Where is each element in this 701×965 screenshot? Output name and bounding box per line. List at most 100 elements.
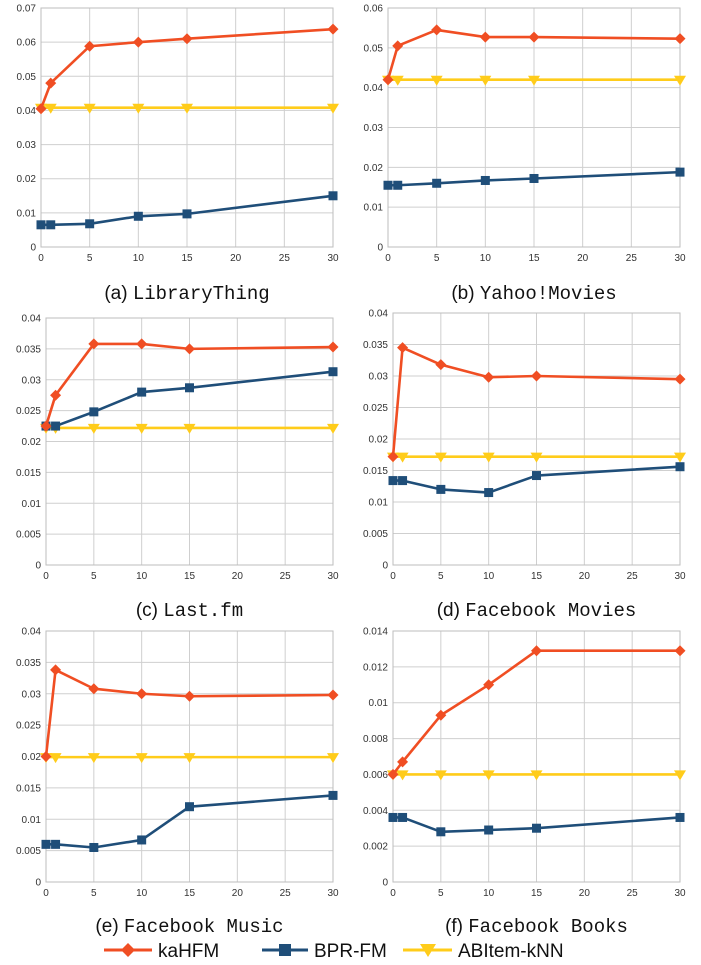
data-point-abitem-knn [87,423,100,434]
y-tick-label: 0.04 [22,314,42,325]
panel-caption-name: LibraryThing [133,283,270,305]
data-point-kahfm [483,371,495,383]
y-tick-label: 0.02 [364,163,384,174]
data-point-abitem-knn [327,423,339,434]
x-tick-label: 20 [232,888,244,899]
series-abitem-knn [35,103,339,114]
data-point-bpr-fm [480,175,490,185]
x-tick-label: 0 [43,571,49,582]
y-tick-label: 0 [35,878,41,889]
x-tick-label: 15 [531,571,543,582]
y-tick-label: 0.01 [369,698,389,709]
y-tick-label: 0 [377,243,383,254]
legend-item-kahfm: kaHFM [104,941,219,962]
data-point-kahfm [392,40,404,52]
data-point-kahfm [181,33,193,45]
data-point-abitem-knn [482,770,495,781]
series-abitem-knn [387,770,686,781]
data-point-bpr-fm [89,407,99,417]
data-point-bpr-fm [36,220,46,230]
data-point-kahfm [40,751,52,762]
data-point-bpr-fm [529,173,539,183]
data-point-abitem-knn [87,753,100,764]
plot-frame [45,317,334,566]
data-point-kahfm [382,74,394,86]
y-tick-label: 0.02 [17,174,37,185]
panel-caption-letter: (e) [95,916,124,937]
x-tick-label: 0 [390,571,396,582]
x-tick-label: 20 [232,571,244,582]
y-tick-label: 0.025 [16,721,41,732]
y-tick-label: 0.014 [363,627,388,638]
x-tick-label: 15 [184,571,196,582]
data-point-bpr-fm [393,180,403,190]
y-tick-label: 0.005 [363,529,388,540]
x-tick-label: 25 [279,253,291,264]
data-point-kahfm [88,338,100,350]
data-point-kahfm [327,689,339,701]
legend-item-abitem-knn: ABItem-kNN [403,941,564,962]
data-point-abitem-knn [391,75,404,86]
series-kahfm [35,23,339,115]
data-point-abitem-knn [530,770,543,781]
data-point-abitem-knn [482,452,495,463]
series-line-kahfm [39,27,334,110]
data-point-bpr-fm [133,211,143,221]
data-point-abitem-knn [396,770,409,781]
x-tick-label: 30 [674,571,686,582]
data-point-bpr-fm [89,842,99,852]
legend-marker-kahfm [121,943,135,957]
x-tick-label: 15 [184,888,196,899]
data-point-abitem-knn [327,103,339,114]
panel-caption: (d) Facebook Movies [437,600,637,622]
data-point-bpr-fm [484,488,494,498]
data-point-abitem-knn [135,753,148,764]
data-point-bpr-fm [436,827,446,837]
chart-panel-b: 0 0.01 0.02 0.03 0.04 0.05 0.06 0 5 10 15 20 25 30 (b)… [364,4,686,305]
y-tick-label: 0.05 [364,43,384,54]
y-tick-label: 0.03 [17,140,37,151]
data-point-bpr-fm [484,825,494,835]
data-point-kahfm [184,343,195,355]
x-tick-label: 10 [483,888,495,899]
data-point-bpr-fm [436,484,446,494]
x-tick-label: 20 [577,253,589,264]
data-point-bpr-fm [388,812,398,822]
chart-panel-a: 0 0.01 0.02 0.03 0.04 0.05 0.06 0.07 0 5 10 15 20 25 3… [17,4,339,305]
y-tick-label: 0.025 [363,403,388,414]
y-tick-label: 0.03 [22,375,42,386]
legend-marker-abitem-knn [420,944,436,957]
panel-caption-letter: (d) [437,600,466,621]
data-point-abitem-knn [434,770,447,781]
y-tick-label: 0.035 [16,658,41,669]
chart-panel-d: 0 0.005 0.01 0.015 0.02 0.025 0.03 0.035 0.04 0 5 1… [363,309,686,622]
data-point-abitem-knn [135,423,148,434]
data-point-bpr-fm [432,178,442,188]
data-point-kahfm [431,24,443,36]
series-kahfm [40,664,339,762]
panel-caption: (b) Yahoo!Movies [451,283,616,305]
x-tick-label: 10 [136,888,148,899]
x-tick-label: 30 [327,571,339,582]
data-point-bpr-fm [328,367,338,377]
data-point-abitem-knn [49,753,62,764]
series-line-kahfm [386,28,681,81]
y-tick-label: 0.035 [363,340,388,351]
series-kahfm [387,645,686,780]
y-tick-label: 0.02 [369,435,389,446]
data-point-abitem-knn [530,452,543,463]
data-point-kahfm [397,342,409,354]
data-point-bpr-fm [185,802,194,812]
y-tick-label: 0.01 [22,815,42,826]
y-tick-label: 0.015 [16,783,41,794]
y-tick-label: 0.06 [364,4,384,15]
y-tick-label: 0.01 [22,499,42,510]
data-point-abitem-knn [181,103,193,114]
series-bpr-fm [36,191,338,230]
plot-frame [392,630,681,883]
plot-frame [392,312,681,566]
x-tick-label: 30 [674,888,686,899]
chart-panels: 0 0.01 0.02 0.03 0.04 0.05 0.06 0.07 0 5 10 15 20 25 3… [16,4,686,938]
x-tick-label: 25 [280,571,292,582]
data-point-bpr-fm [398,812,408,822]
